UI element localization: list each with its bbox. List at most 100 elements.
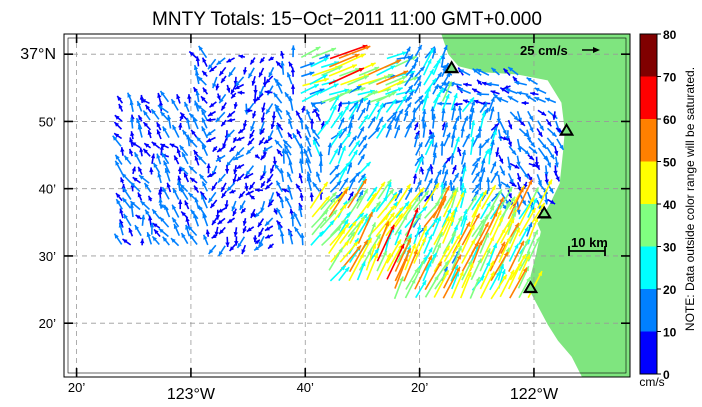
current-vector <box>260 154 266 161</box>
current-vector <box>245 146 255 155</box>
current-vector <box>537 179 553 209</box>
current-vector <box>440 141 445 156</box>
current-vector <box>385 87 403 95</box>
current-vector <box>478 143 483 156</box>
current-vector <box>555 127 563 133</box>
current-vector <box>440 54 446 67</box>
current-vector <box>348 103 359 120</box>
current-vector <box>266 173 274 184</box>
current-vector <box>505 88 518 95</box>
current-vector <box>189 177 198 184</box>
current-vector <box>554 145 559 156</box>
current-vector <box>547 110 558 120</box>
current-vector <box>412 173 418 184</box>
current-vector <box>188 50 198 59</box>
current-vector <box>497 263 505 281</box>
current-vector <box>497 129 503 142</box>
current-vector <box>242 119 248 129</box>
current-vector <box>415 279 427 299</box>
current-vector <box>507 227 521 256</box>
current-vector <box>275 207 283 219</box>
current-vector <box>301 105 306 113</box>
colorbar-tick-label: 20 <box>663 283 677 297</box>
current-vector <box>386 51 408 60</box>
current-vector <box>429 129 434 139</box>
current-vector <box>479 235 495 264</box>
current-vector <box>295 110 302 121</box>
current-vector <box>186 117 191 130</box>
current-vector <box>450 133 456 148</box>
current-vector <box>404 72 415 87</box>
current-vector <box>523 181 528 189</box>
current-vector <box>338 177 349 192</box>
current-vector <box>376 250 388 272</box>
current-vector <box>555 173 561 182</box>
current-vector <box>159 216 170 228</box>
current-vector <box>133 151 142 165</box>
scale-bar-label: 10 km <box>571 235 608 250</box>
current-vector <box>152 162 161 174</box>
current-vector <box>442 266 461 299</box>
current-vector <box>403 46 411 60</box>
current-vector <box>116 95 124 104</box>
current-vector <box>518 207 537 237</box>
current-vector <box>246 226 255 233</box>
current-vector <box>245 165 255 176</box>
current-vector <box>490 170 499 184</box>
current-vector <box>442 210 456 236</box>
current-vector <box>248 181 256 190</box>
current-vector <box>471 171 481 184</box>
current-vector <box>282 139 292 149</box>
current-vector <box>507 156 512 171</box>
current-vector <box>527 197 538 218</box>
current-vector <box>290 84 296 95</box>
current-vector <box>197 76 207 86</box>
current-vector <box>486 82 500 87</box>
current-vector <box>197 205 208 218</box>
current-vector <box>200 194 208 209</box>
current-vector <box>535 163 541 171</box>
current-vector <box>140 98 150 105</box>
current-vector <box>508 243 519 262</box>
current-vector <box>242 218 247 226</box>
current-vector <box>348 85 362 94</box>
current-vector <box>534 87 547 95</box>
current-vector <box>490 161 497 174</box>
current-vector <box>156 121 162 131</box>
current-vector <box>358 143 368 156</box>
current-vector <box>443 132 451 147</box>
current-vector <box>546 182 554 194</box>
colorbar-segment <box>640 161 657 204</box>
current-vector <box>471 189 480 202</box>
current-vector <box>190 129 198 139</box>
current-vector <box>244 182 249 191</box>
current-vector <box>339 131 352 147</box>
current-vector <box>385 124 392 138</box>
current-vector <box>471 87 482 95</box>
current-vector <box>499 218 515 244</box>
current-vector <box>554 156 559 168</box>
current-vector <box>495 147 500 157</box>
current-vector <box>404 122 413 138</box>
current-vector <box>258 67 265 78</box>
current-vector <box>245 190 254 196</box>
radar-site-marker <box>444 60 460 74</box>
current-vector <box>151 235 160 246</box>
current-vector <box>236 236 246 249</box>
current-vector <box>207 171 217 178</box>
current-vector <box>461 115 469 129</box>
current-vector <box>225 236 230 248</box>
current-vector <box>500 181 511 189</box>
current-vector <box>188 234 198 245</box>
current-vector <box>514 81 527 86</box>
current-vector <box>337 117 345 130</box>
current-vector <box>424 138 434 156</box>
current-vector <box>517 238 529 263</box>
current-vector <box>463 82 472 87</box>
current-vector <box>288 230 294 245</box>
current-vector <box>338 45 371 60</box>
current-vector <box>357 192 377 219</box>
current-vector <box>312 136 321 147</box>
current-vector <box>413 224 422 245</box>
current-vector <box>516 179 533 211</box>
